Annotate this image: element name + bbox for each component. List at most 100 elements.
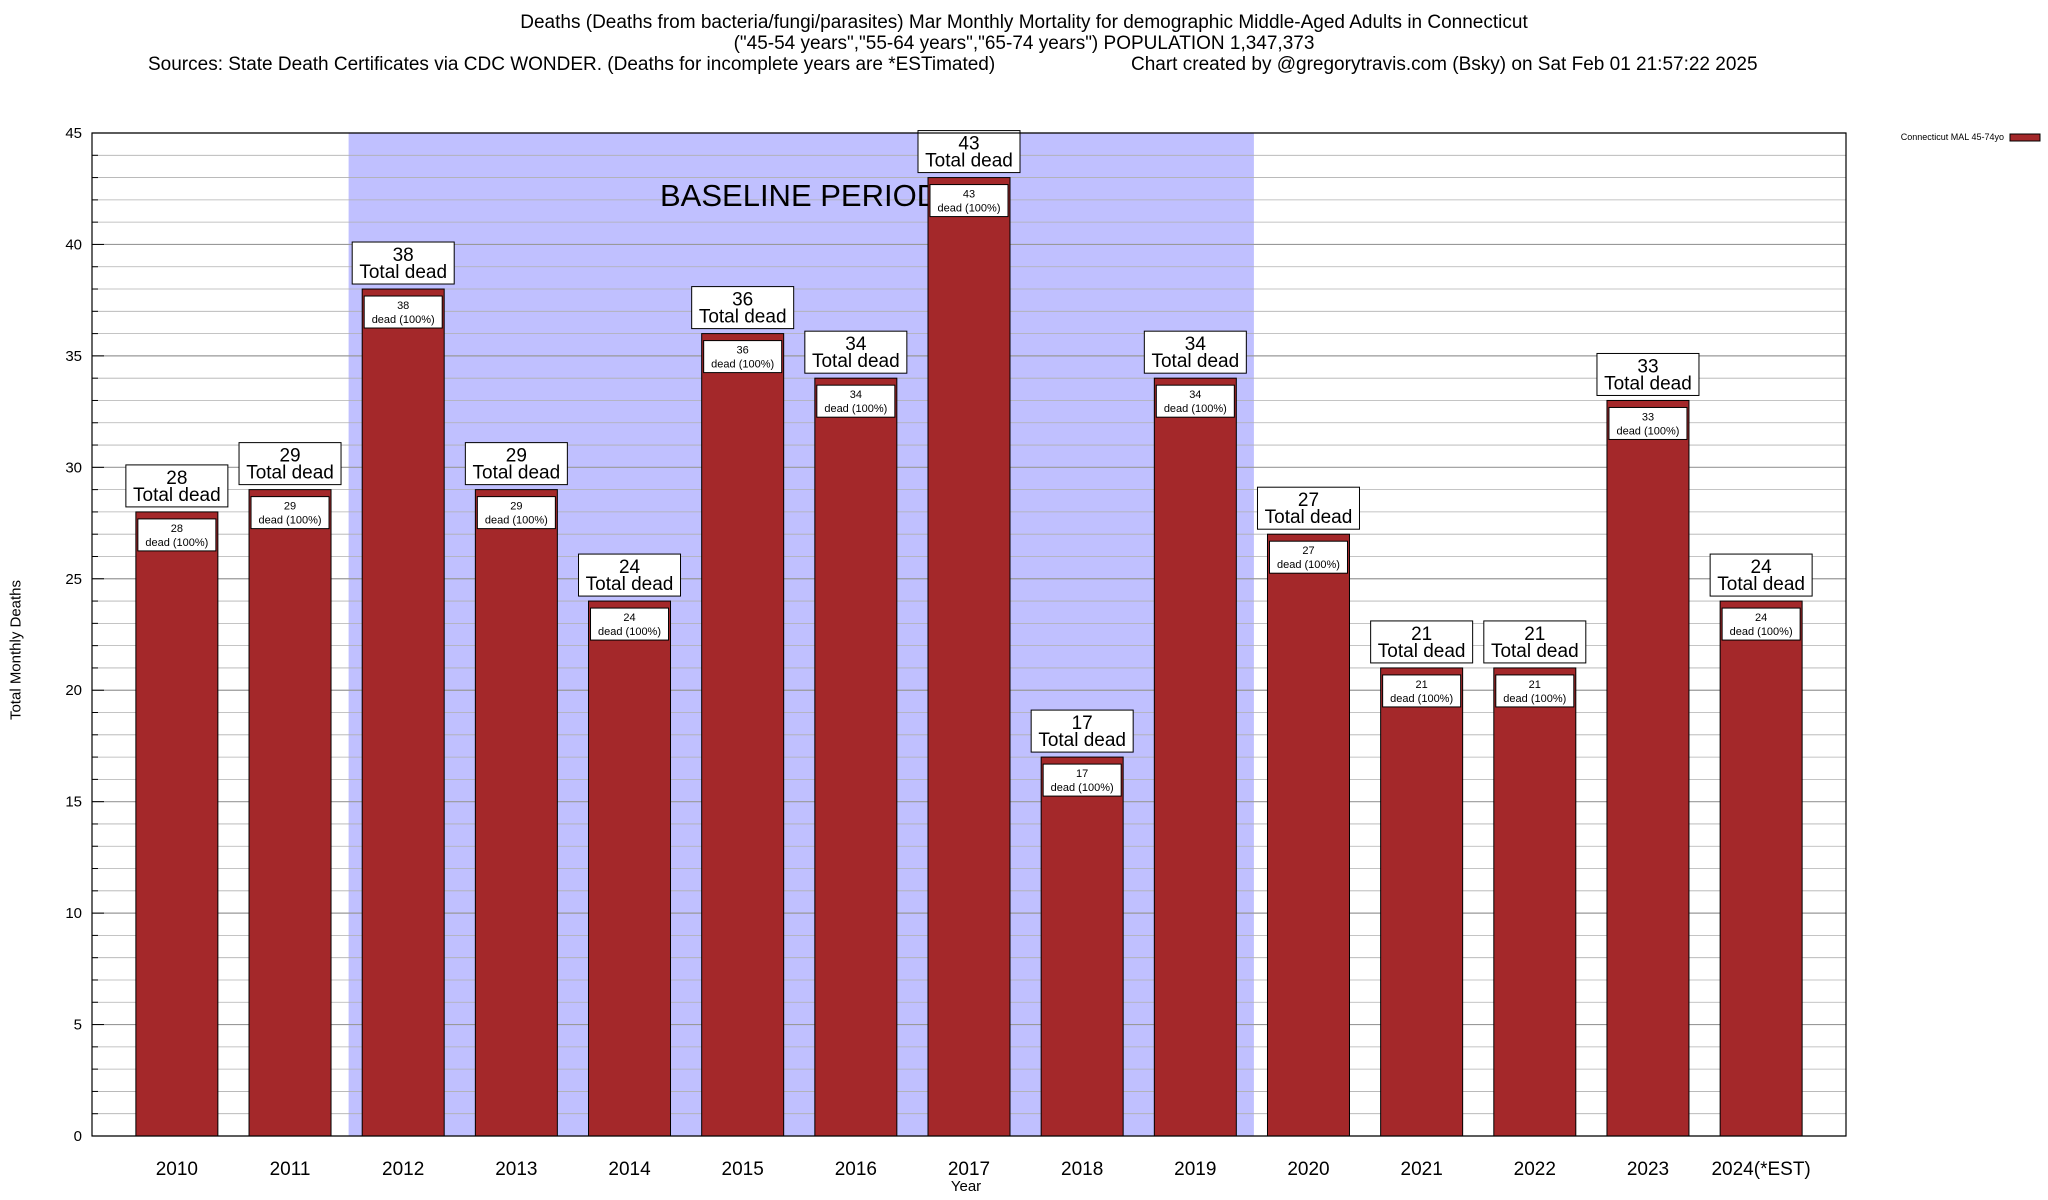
bar-inner-percent: dead (100%) xyxy=(259,515,322,527)
bar-inner-label-box xyxy=(703,340,783,374)
bar-inner-label-box xyxy=(590,607,670,641)
x-tick-label: 2020 xyxy=(1287,1159,1329,1180)
bar-inner-percent: dead (100%) xyxy=(1390,693,1453,705)
bar xyxy=(1040,756,1124,1137)
bar-total-value: 24 xyxy=(619,557,641,578)
y-tick-label: 25 xyxy=(65,571,82,588)
bar-inner-label-box xyxy=(1382,674,1462,708)
bar-total-caption: Total dead xyxy=(699,307,787,328)
y-tick-label: 35 xyxy=(65,348,82,365)
bar-inner-label-box xyxy=(1155,384,1235,418)
y-tick-label: 40 xyxy=(65,236,82,253)
bar-total-label-box xyxy=(1596,352,1700,396)
bar-inner-label-box xyxy=(137,518,217,552)
bar xyxy=(701,333,785,1137)
bar-total-value: 29 xyxy=(506,446,527,467)
bar-inner-percent: dead (100%) xyxy=(485,515,548,527)
y-tick-label: 45 xyxy=(65,125,82,142)
bar-total-label-box xyxy=(351,241,455,285)
bar-inner-value: 34 xyxy=(1189,389,1201,401)
bar-inner-percent: dead (100%) xyxy=(372,314,435,326)
bar xyxy=(361,288,445,1137)
bar xyxy=(588,600,672,1137)
bar-inner-label-box xyxy=(816,384,896,418)
baseline-period-label: BASELINE PERIOD xyxy=(660,178,939,213)
bar-inner-label-box xyxy=(1495,674,1575,708)
bar-inner-value: 29 xyxy=(510,501,522,513)
bar-inner-label-box xyxy=(476,496,556,530)
bar-inner-label-box xyxy=(1608,406,1688,440)
bar-total-caption: Total dead xyxy=(1378,641,1466,662)
bar-total-label-box xyxy=(804,330,908,374)
bar-inner-percent: dead (100%) xyxy=(711,359,774,371)
title-line-3: Sources: State Death Certificates via CD… xyxy=(0,54,2048,75)
bar-inner-percent: dead (100%) xyxy=(1164,403,1227,415)
bar-inner-value: 29 xyxy=(284,501,296,513)
bar-total-value: 34 xyxy=(845,334,867,355)
x-tick-label: 2010 xyxy=(156,1159,198,1180)
bar-total-label-box xyxy=(464,442,568,486)
bar-total-caption: Total dead xyxy=(1265,507,1353,528)
bar-total-caption: Total dead xyxy=(359,262,447,283)
bar-inner-value: 21 xyxy=(1529,679,1541,691)
bar-inner-label-box xyxy=(1268,540,1348,574)
plot-frame xyxy=(91,132,1847,1137)
bar xyxy=(248,489,332,1137)
bar-inner-percent: dead (100%) xyxy=(938,203,1001,215)
bar-total-caption: Total dead xyxy=(1717,574,1805,595)
bar-total-caption: Total dead xyxy=(586,574,674,595)
bar-total-caption: Total dead xyxy=(246,463,334,484)
bar-inner-value: 24 xyxy=(1755,612,1767,624)
bar-inner-percent: dead (100%) xyxy=(824,403,887,415)
bar-total-caption: Total dead xyxy=(1604,373,1692,394)
y-tick-label: 0 xyxy=(74,1128,82,1145)
bar-total-label-box xyxy=(1483,620,1587,664)
bar xyxy=(1719,600,1803,1137)
bar-total-caption: Total dead xyxy=(812,351,900,372)
title-line-2: ("45-54 years","55-64 years","65-74 year… xyxy=(733,33,1315,54)
bar-inner-percent: dead (100%) xyxy=(1730,626,1793,638)
bar-inner-percent: dead (100%) xyxy=(1051,782,1114,794)
bar-inner-value: 36 xyxy=(737,345,749,357)
bar-total-value: 17 xyxy=(1072,713,1093,734)
bar-total-caption: Total dead xyxy=(1491,641,1579,662)
bar-total-label-box xyxy=(691,286,795,330)
y-tick-label: 20 xyxy=(65,682,82,699)
bar-total-value: 36 xyxy=(732,290,753,311)
bar xyxy=(135,511,219,1137)
bar-inner-value: 38 xyxy=(397,300,409,312)
bar-total-value: 24 xyxy=(1751,557,1773,578)
bar-inner-value: 17 xyxy=(1076,768,1088,780)
bar xyxy=(1606,399,1690,1137)
bar-total-label-box xyxy=(578,553,682,597)
bar-inner-value: 21 xyxy=(1416,679,1428,691)
x-tick-label: 2022 xyxy=(1514,1159,1556,1180)
bar-total-caption: Total dead xyxy=(133,485,221,506)
legend-swatch xyxy=(2009,133,2041,142)
x-tick-label: 2011 xyxy=(270,1159,311,1180)
y-tick-label: 15 xyxy=(65,794,82,811)
x-tick-label: 2013 xyxy=(495,1159,537,1180)
bar-total-label-box xyxy=(1030,709,1134,753)
x-tick-label: 2018 xyxy=(1061,1159,1103,1180)
bar xyxy=(1493,667,1577,1137)
bar xyxy=(1266,533,1350,1137)
bar-inner-percent: dead (100%) xyxy=(598,626,661,638)
chart-title: Deaths (Deaths from bacteria/fungi/paras… xyxy=(0,12,2048,75)
y-tick-label: 30 xyxy=(65,459,82,476)
bar-total-value: 27 xyxy=(1298,490,1319,511)
bar-inner-percent: dead (100%) xyxy=(1277,559,1340,571)
bar-total-caption: Total dead xyxy=(925,151,1013,172)
bar-total-label-box xyxy=(238,442,342,486)
bar-inner-label-box xyxy=(363,295,443,329)
x-tick-label: 2016 xyxy=(835,1159,877,1180)
bar-inner-value: 27 xyxy=(1302,545,1314,557)
bar-inner-label-box xyxy=(929,184,1009,218)
bar-total-caption: Total dead xyxy=(1038,730,1126,751)
bar-total-label-box xyxy=(1143,330,1247,374)
bar-total-value: 29 xyxy=(279,446,300,467)
bar-total-value: 28 xyxy=(166,468,187,489)
bar-inner-value: 43 xyxy=(963,189,975,201)
bar xyxy=(1153,377,1237,1137)
